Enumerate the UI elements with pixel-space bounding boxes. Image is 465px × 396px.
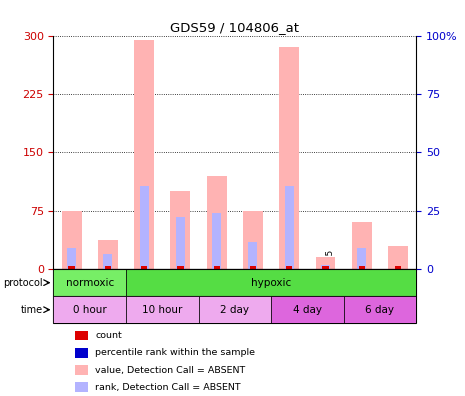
Bar xyxy=(126,269,416,296)
Bar xyxy=(388,246,408,269)
Bar xyxy=(199,296,271,323)
Bar xyxy=(248,242,258,269)
Bar xyxy=(395,267,401,269)
Bar xyxy=(53,269,126,296)
Text: rank, Detection Call = ABSENT: rank, Detection Call = ABSENT xyxy=(95,383,241,392)
Bar xyxy=(140,186,149,269)
Bar xyxy=(357,248,366,269)
Bar xyxy=(105,267,111,269)
Bar xyxy=(212,213,221,269)
Text: normoxic: normoxic xyxy=(66,278,114,287)
Bar xyxy=(75,383,88,392)
Bar xyxy=(271,296,344,323)
Bar xyxy=(285,186,294,269)
Bar xyxy=(316,257,335,269)
Text: protocol: protocol xyxy=(3,278,43,287)
Bar xyxy=(176,217,185,269)
Text: 6 day: 6 day xyxy=(365,305,394,315)
Bar xyxy=(321,265,330,269)
Bar xyxy=(53,296,126,323)
Bar xyxy=(213,267,220,269)
Bar xyxy=(141,267,147,269)
Bar xyxy=(352,223,372,269)
Bar xyxy=(279,47,299,269)
Bar xyxy=(75,331,88,341)
Bar xyxy=(171,191,190,269)
Bar xyxy=(207,176,226,269)
Text: hypoxic: hypoxic xyxy=(251,278,291,287)
Bar xyxy=(177,267,184,269)
Bar xyxy=(98,240,118,269)
Bar xyxy=(359,267,365,269)
Bar xyxy=(68,267,75,269)
Bar xyxy=(250,267,256,269)
Text: 0 hour: 0 hour xyxy=(73,305,106,315)
Bar xyxy=(126,296,199,323)
Text: 2 day: 2 day xyxy=(220,305,249,315)
Bar xyxy=(75,365,88,375)
Text: count: count xyxy=(95,331,122,340)
Text: value, Detection Call = ABSENT: value, Detection Call = ABSENT xyxy=(95,366,246,375)
Text: time: time xyxy=(20,305,43,315)
Bar xyxy=(75,348,88,358)
Bar xyxy=(322,267,329,269)
Bar xyxy=(134,40,154,269)
Bar xyxy=(286,267,292,269)
Text: percentile rank within the sample: percentile rank within the sample xyxy=(95,348,255,357)
Bar xyxy=(67,248,76,269)
Title: GDS59 / 104806_at: GDS59 / 104806_at xyxy=(170,21,299,34)
Bar xyxy=(62,211,81,269)
Bar xyxy=(103,253,113,269)
Bar xyxy=(243,211,263,269)
Bar xyxy=(344,296,416,323)
Text: 4 day: 4 day xyxy=(293,305,322,315)
Text: 10 hour: 10 hour xyxy=(142,305,182,315)
